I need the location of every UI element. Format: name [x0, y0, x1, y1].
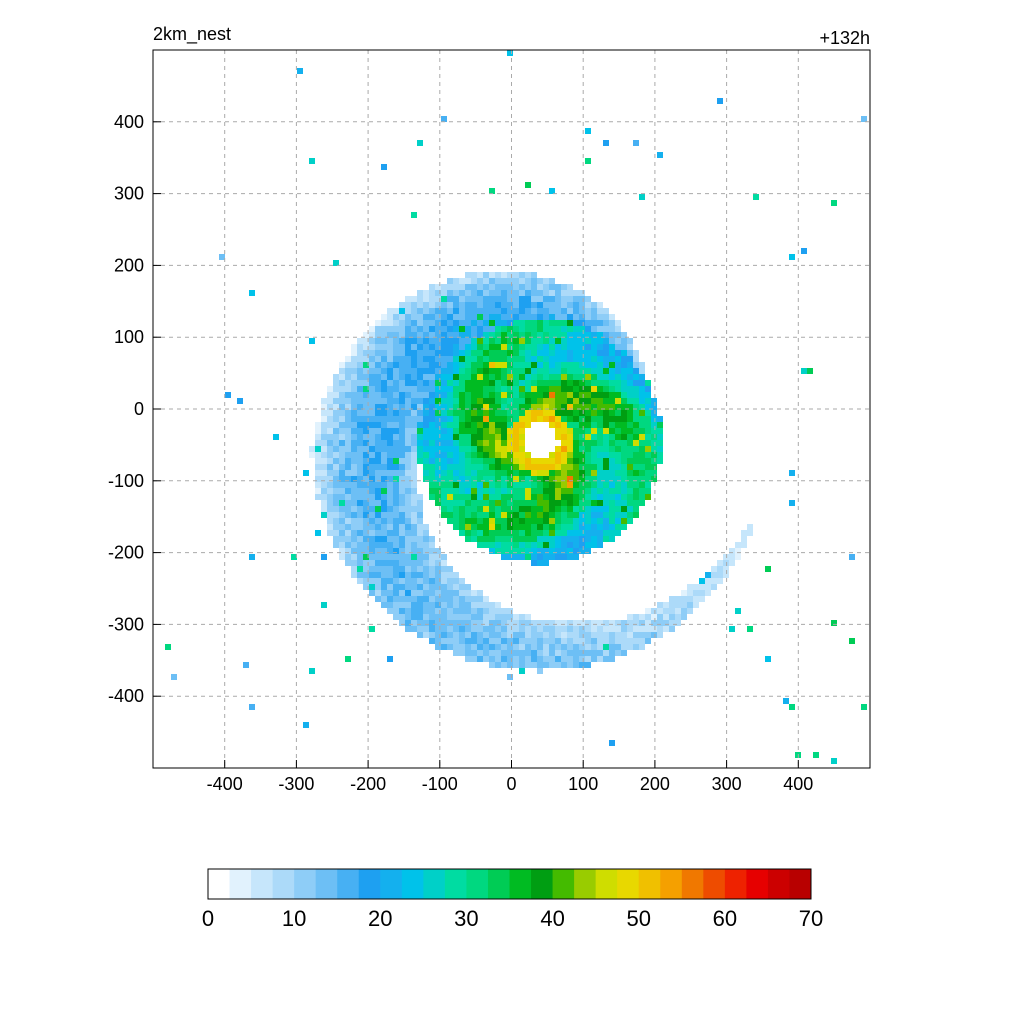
colorbar-bin — [574, 869, 597, 899]
colorbar-tick-label: 50 — [626, 906, 650, 931]
y-tick-label: 400 — [114, 112, 144, 132]
y-tick-label: 100 — [114, 327, 144, 347]
x-tick-label: -300 — [278, 774, 314, 794]
colorbar-bin — [251, 869, 274, 899]
colorbar-tick-label: 10 — [282, 906, 306, 931]
colorbar-bin — [401, 869, 424, 899]
colorbar-bin — [724, 869, 747, 899]
chart-title-right: +132h — [819, 28, 870, 48]
reflectivity-field — [165, 50, 867, 764]
x-tick-label: 0 — [506, 774, 516, 794]
x-tick-label: 300 — [712, 774, 742, 794]
colorbar-frame — [207, 868, 812, 900]
colorbar-tick-label: 30 — [454, 906, 478, 931]
y-tick-label: 300 — [114, 184, 144, 204]
y-tick-label: 0 — [134, 399, 144, 419]
colorbar-bin — [746, 869, 769, 899]
colorbar-tick-label: 70 — [799, 906, 823, 931]
y-tick-label: -100 — [108, 471, 144, 491]
colorbar-bin — [294, 869, 317, 899]
colorbar-tick-label: 0 — [202, 906, 214, 931]
colorbar — [207, 868, 812, 900]
y-tick-label: -400 — [108, 686, 144, 706]
colorbar-bin — [272, 869, 295, 899]
colorbar-bin — [595, 869, 618, 899]
colorbar-bin — [703, 869, 726, 899]
x-tick-label: 200 — [640, 774, 670, 794]
y-tick-label: -200 — [108, 543, 144, 563]
colorbar-bin — [208, 869, 231, 899]
colorbar-bin — [617, 869, 640, 899]
colorbar-bin — [638, 869, 661, 899]
colorbar-ticks: 0 10 20 30 40 50 60 70 — [202, 906, 823, 931]
colorbar-bin — [767, 869, 790, 899]
colorbar-tick-label: 60 — [713, 906, 737, 931]
y-tick-label: -300 — [108, 614, 144, 634]
colorbar-bin — [229, 869, 252, 899]
colorbar-bin — [660, 869, 683, 899]
colorbar-bin — [358, 869, 381, 899]
colorbar-bin — [681, 869, 704, 899]
colorbar-tick-label: 20 — [368, 906, 392, 931]
colorbar-bin — [380, 869, 403, 899]
colorbar-bin — [423, 869, 446, 899]
chart-title-left: 2km_nest — [153, 24, 231, 45]
colorbar-bin — [337, 869, 360, 899]
y-tick-label: 200 — [114, 255, 144, 275]
x-tick-label: -200 — [350, 774, 386, 794]
x-tick-label: 100 — [568, 774, 598, 794]
colorbar-bin — [466, 869, 489, 899]
colorbar-bin — [531, 869, 554, 899]
x-axis: -400 -300 -200 -100 0 100 200 300 400 — [207, 760, 813, 794]
colorbar-bin — [487, 869, 510, 899]
colorbar-bin — [444, 869, 467, 899]
colorbar-tick-label: 40 — [540, 906, 564, 931]
colorbar-bin — [552, 869, 575, 899]
y-axis: 400 300 200 100 0 -100 -200 -300 -400 — [108, 112, 161, 706]
colorbar-bin — [789, 869, 812, 899]
x-tick-label: -400 — [207, 774, 243, 794]
x-tick-label: 400 — [783, 774, 813, 794]
x-tick-label: -100 — [422, 774, 458, 794]
colorbar-bin — [315, 869, 338, 899]
colorbar-bin — [509, 869, 532, 899]
